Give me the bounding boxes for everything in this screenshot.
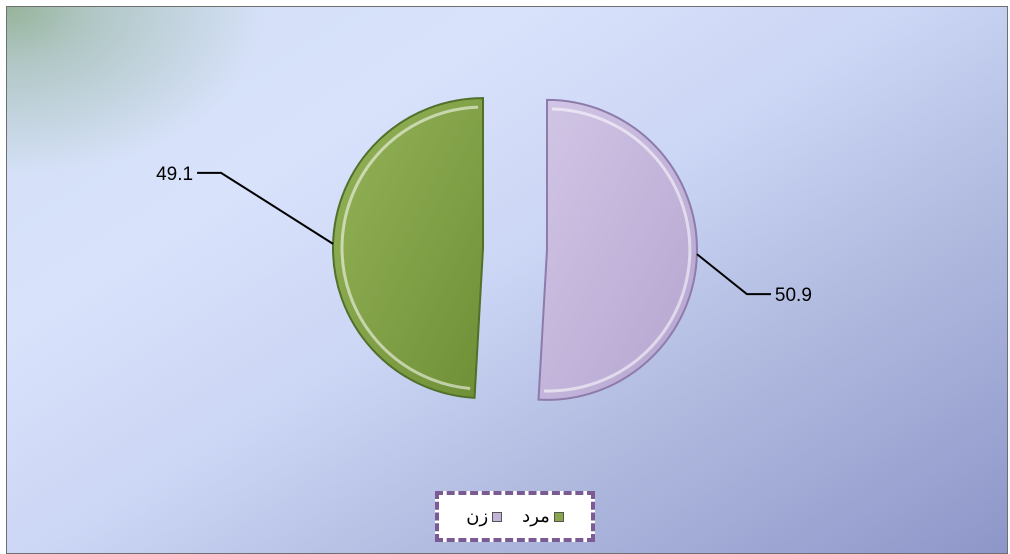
leader-line bbox=[696, 253, 771, 296]
chart-area: 50.9 49.1 مرد زن bbox=[6, 6, 1008, 554]
pie-slice-mard bbox=[332, 97, 485, 399]
legend-label-zan: زن bbox=[466, 506, 489, 527]
pie-chart: 50.9 49.1 bbox=[156, 97, 812, 401]
data-label: 50.9 bbox=[775, 285, 812, 306]
legend-item-mard: مرد bbox=[522, 506, 564, 527]
legend-swatch-zan bbox=[492, 511, 503, 522]
leader-line bbox=[197, 171, 334, 245]
legend-swatch-mard bbox=[553, 511, 564, 522]
legend-label-mard: مرد bbox=[522, 506, 550, 527]
legend-item-zan: زن bbox=[466, 506, 503, 527]
legend: مرد زن bbox=[435, 491, 595, 542]
data-label: 49.1 bbox=[156, 164, 193, 185]
pie-slice-zan bbox=[537, 98, 698, 401]
